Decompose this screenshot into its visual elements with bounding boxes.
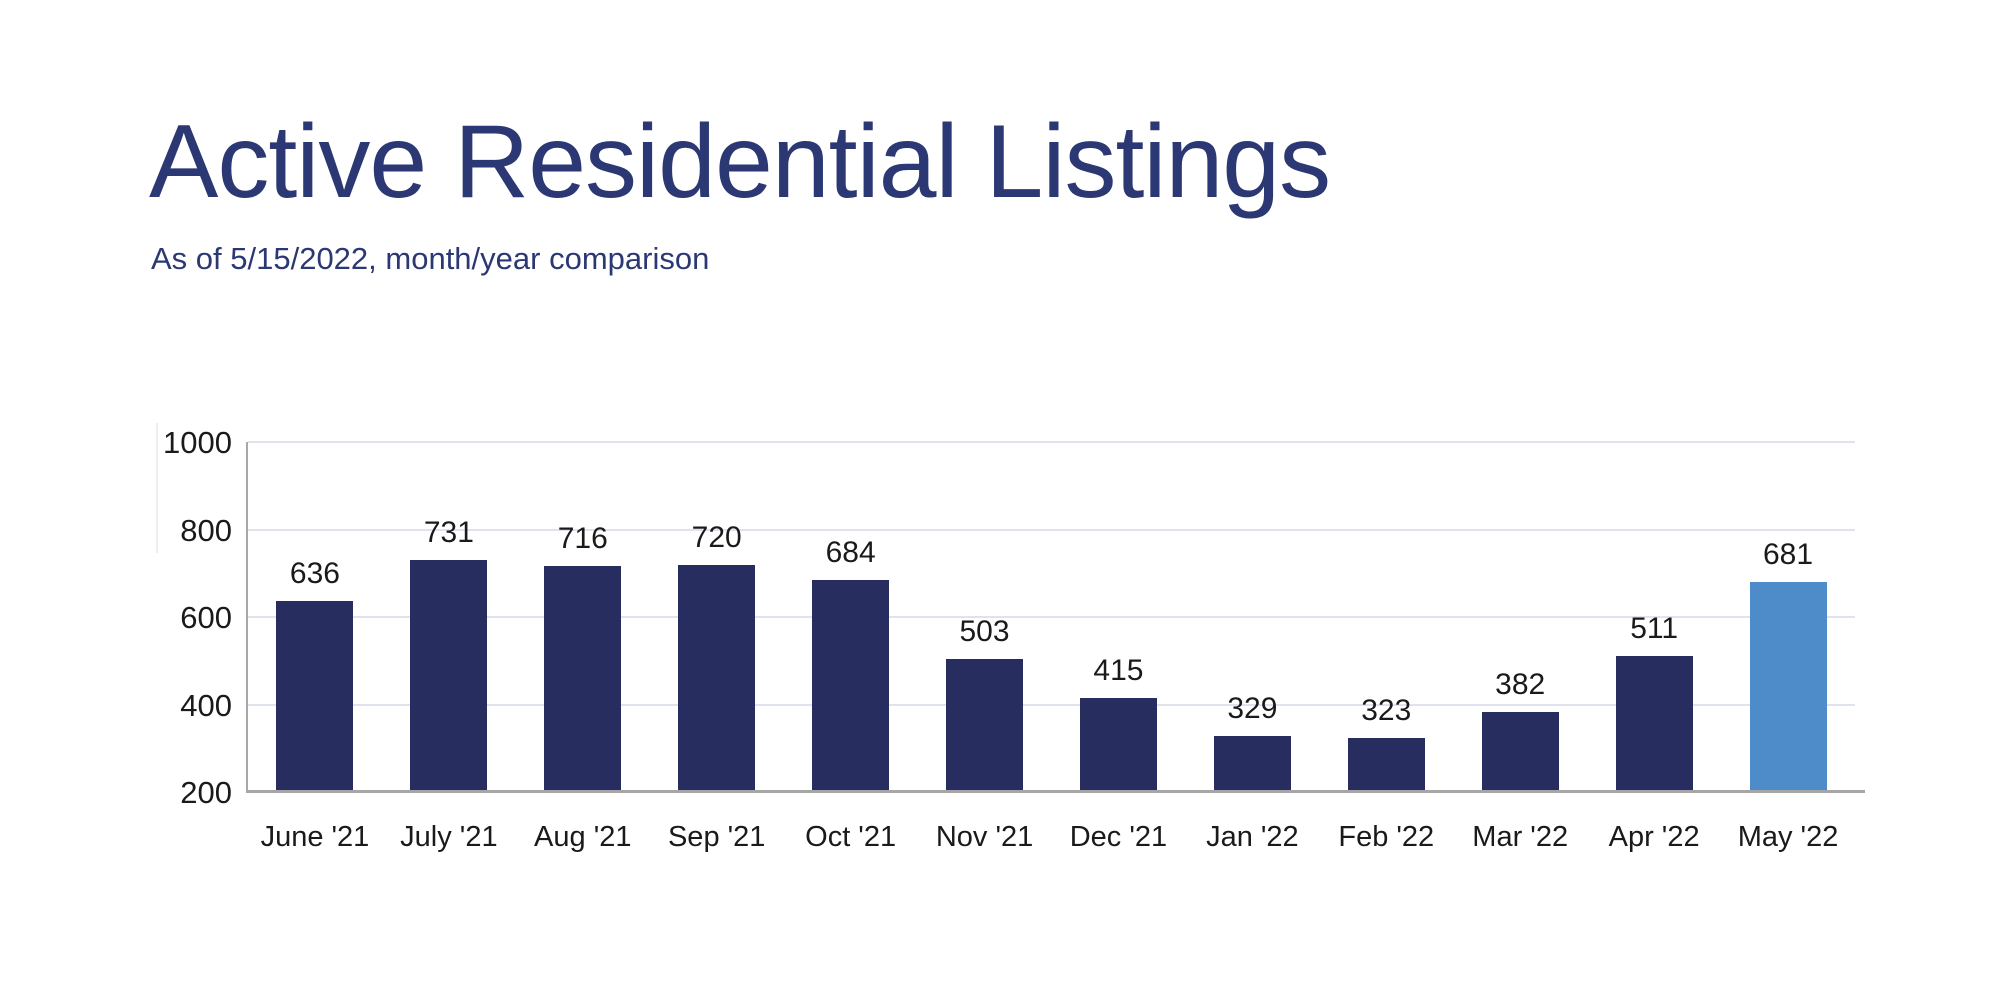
chart-bar-nov-21	[946, 659, 1024, 792]
x-axis-tick-label: Oct '21	[805, 821, 897, 853]
chart-bar-jan-22	[1213, 735, 1291, 792]
bar-value-label: 716	[557, 522, 608, 556]
x-axis-tick-label: Jan '22	[1206, 821, 1299, 853]
bar-value-label: 382	[1495, 668, 1546, 702]
bar-value-label: 415	[1093, 653, 1144, 687]
gridline-1000	[248, 441, 1855, 443]
chart-bar-sep-21	[678, 564, 756, 792]
y-axis-tick-label: 1000	[163, 425, 232, 460]
x-axis-line	[246, 790, 1865, 793]
bar-value-label: 511	[1630, 611, 1679, 645]
page-title: Active Residential Listings	[149, 104, 1331, 220]
x-axis-tick-label: July '21	[400, 821, 498, 853]
bar-value-label: 731	[423, 515, 474, 549]
chart-bar-aug-21	[544, 566, 622, 792]
x-axis-tick-label: June '21	[260, 821, 370, 853]
faint-edge-line	[156, 423, 158, 553]
x-axis-tick-label: Apr '22	[1608, 821, 1700, 853]
chart-bar-june-21	[276, 601, 354, 792]
bar-value-label: 503	[959, 615, 1010, 649]
bar-value-label: 329	[1227, 691, 1278, 725]
chart-bar-july-21	[410, 559, 488, 792]
gridline-800	[248, 528, 1855, 531]
x-axis-tick-label: May '22	[1737, 821, 1839, 853]
y-axis-tick-label: 800	[180, 512, 232, 548]
x-axis-tick-label: Sep '21	[667, 821, 766, 853]
chart-bar-may-22	[1749, 581, 1827, 792]
gridline-400	[248, 703, 1855, 706]
chart-bar-mar-22	[1481, 712, 1559, 792]
chart-bar-oct-21	[812, 580, 890, 792]
x-axis-tick-label: Aug '21	[534, 821, 632, 853]
page-subtitle: As of 5/15/2022, month/year comparison	[151, 241, 710, 276]
bar-value-label: 720	[691, 520, 742, 554]
chart-bar-apr-22	[1615, 655, 1693, 792]
y-axis-tick-label: 200	[180, 775, 232, 810]
gridline-600	[248, 616, 1855, 618]
y-axis-line	[246, 442, 248, 792]
y-axis-tick-label: 600	[180, 600, 232, 635]
bar-value-label: 323	[1361, 694, 1412, 728]
chart-bar-dec-21	[1079, 697, 1157, 792]
y-axis-tick-label: 400	[180, 687, 232, 723]
bar-value-label: 681	[1763, 537, 1814, 571]
x-axis-tick-label: Dec '21	[1069, 821, 1168, 853]
bar-value-label: 684	[825, 536, 876, 570]
chart-bar-feb-22	[1347, 738, 1425, 792]
x-axis-tick-label: Nov '21	[935, 821, 1034, 853]
bar-value-label: 636	[289, 557, 340, 591]
x-axis-tick-label: Feb '22	[1338, 821, 1435, 853]
x-axis-tick-label: Mar '22	[1472, 821, 1569, 853]
